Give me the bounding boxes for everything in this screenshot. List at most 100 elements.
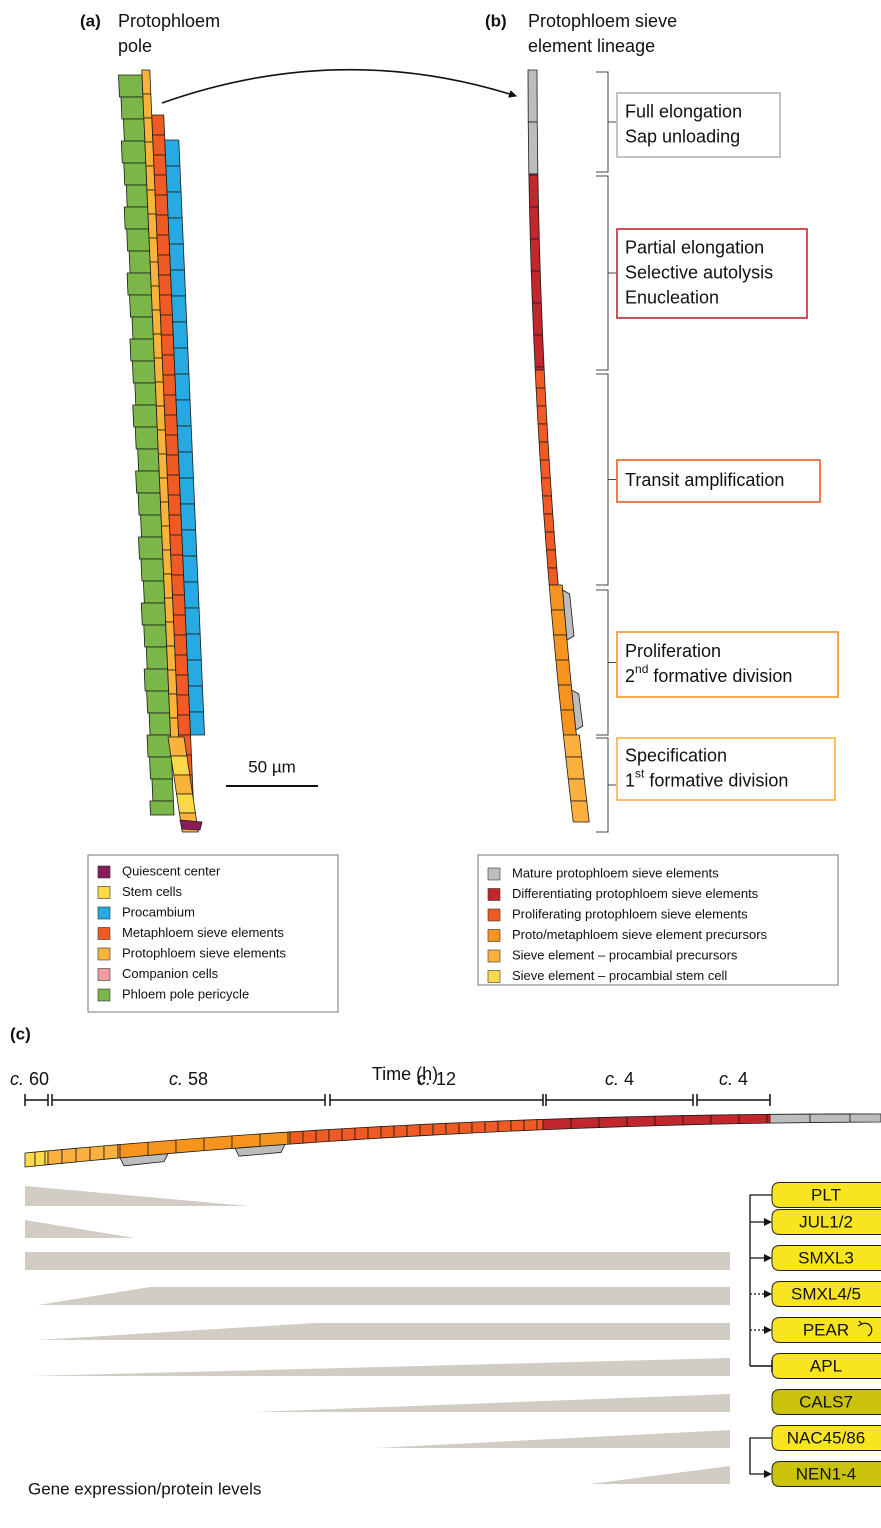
cell — [381, 1126, 394, 1138]
legend-label: Proto/metaphloem sieve element precursor… — [512, 927, 768, 942]
cell — [529, 175, 539, 207]
cell — [178, 715, 191, 735]
regulation-line — [750, 1195, 772, 1366]
cell — [537, 406, 547, 424]
legend-label: Sieve element – procambial stem cell — [512, 968, 727, 983]
cell — [178, 452, 193, 478]
cell — [168, 495, 181, 515]
cell — [540, 460, 550, 478]
legend-swatch — [98, 969, 110, 981]
cell — [160, 315, 173, 335]
cell — [156, 215, 169, 235]
cell — [571, 1118, 599, 1129]
cell — [204, 1136, 232, 1151]
cell — [172, 595, 185, 615]
cell — [168, 670, 177, 694]
span-hours: 58 — [188, 1069, 208, 1089]
cell — [169, 244, 184, 270]
cell — [164, 574, 173, 598]
cell — [183, 556, 198, 582]
cell — [120, 1142, 148, 1158]
expression-wedge — [38, 1323, 730, 1340]
cell — [148, 1140, 176, 1155]
footer-label: Gene expression/protein levels — [28, 1479, 261, 1498]
cell — [153, 155, 166, 175]
panel-label: (c) — [10, 1024, 31, 1043]
legend-swatch — [98, 887, 110, 899]
cell — [35, 1151, 45, 1166]
cell — [172, 575, 185, 595]
cell — [162, 355, 175, 375]
cell — [136, 471, 160, 493]
legend-label: Stem cells — [122, 884, 182, 899]
cell — [558, 685, 574, 710]
cell — [153, 334, 162, 358]
cell — [166, 455, 179, 475]
cell — [185, 608, 200, 634]
cell — [528, 122, 538, 174]
stage-text-part: Transit amplification — [625, 470, 784, 490]
cell — [167, 475, 180, 495]
cell — [179, 478, 194, 504]
cell — [148, 214, 157, 238]
cell — [138, 537, 162, 559]
cell — [532, 303, 542, 335]
cell — [175, 374, 190, 400]
gene-name: JUL1/2 — [799, 1212, 853, 1231]
cell — [850, 1114, 881, 1122]
cell — [135, 427, 158, 449]
cell — [568, 779, 587, 801]
legend-swatch — [98, 866, 110, 878]
cell — [127, 273, 151, 295]
cell — [530, 239, 540, 271]
legend-label: Metaphloem sieve elements — [122, 925, 284, 940]
span-label: c. 4 — [605, 1069, 634, 1089]
legend-swatch — [488, 889, 500, 901]
cell — [180, 820, 202, 830]
cell — [627, 1116, 655, 1126]
cell — [171, 555, 184, 575]
cell — [159, 275, 172, 295]
panel-title: Protophloem — [118, 11, 220, 31]
cell — [571, 801, 589, 822]
span-hours: 4 — [738, 1069, 748, 1089]
span-label: c. 12 — [417, 1069, 456, 1089]
cell — [165, 598, 174, 622]
cell — [104, 1145, 118, 1160]
panel-title: pole — [118, 36, 152, 56]
cell — [160, 295, 173, 315]
scale-label: 50 µm — [248, 757, 296, 776]
cell — [143, 94, 152, 118]
expression-wedge — [590, 1466, 730, 1484]
gene-name: NEN1-4 — [796, 1464, 856, 1483]
cell — [169, 694, 178, 718]
cell — [538, 424, 548, 442]
cell — [146, 647, 167, 669]
cell — [138, 493, 161, 515]
cell — [121, 97, 144, 119]
cell — [159, 478, 168, 502]
cell — [446, 1123, 459, 1135]
stage-text: Selective autolysis — [625, 262, 773, 282]
span-prefix: c. — [719, 1069, 733, 1089]
cell — [181, 504, 196, 530]
cell — [566, 757, 584, 779]
repression — [750, 1360, 772, 1372]
cell — [260, 1132, 288, 1146]
cell — [683, 1115, 711, 1125]
cell — [161, 335, 174, 355]
cell — [531, 271, 541, 303]
cell — [133, 405, 157, 427]
cell — [433, 1123, 446, 1135]
cell — [157, 235, 170, 255]
cell — [176, 400, 191, 426]
span-label: c. 4 — [719, 1069, 748, 1089]
cell — [342, 1128, 355, 1141]
span-label: c. 58 — [169, 1069, 208, 1089]
legend-label: Protophloem sieve elements — [122, 945, 287, 960]
cell — [316, 1130, 329, 1143]
cell — [121, 141, 145, 163]
cell — [158, 255, 171, 275]
cell — [498, 1121, 511, 1132]
cell — [420, 1124, 433, 1136]
